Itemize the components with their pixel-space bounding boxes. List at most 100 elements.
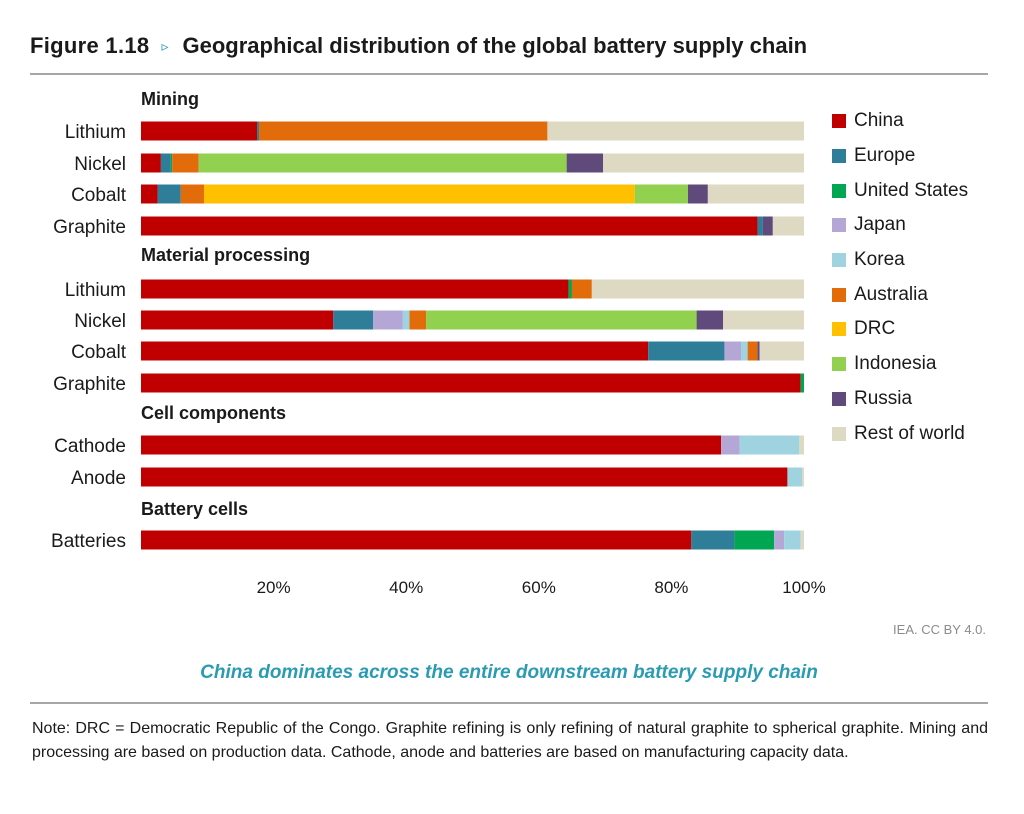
figure-number: Figure 1.18 [30, 33, 150, 58]
legend-label: United States [854, 179, 969, 201]
caption-divider [30, 702, 988, 704]
bar-material-processing-nickel-indonesia [426, 310, 697, 330]
bar-material-processing-nickel-japan [373, 310, 403, 330]
bar-material-processing-cobalt-russia [757, 341, 760, 361]
bar-battery-cells-batteries-rest-of-world [800, 530, 804, 550]
row-label-material-processing-graphite: Graphite [53, 374, 126, 395]
legend-label: Europe [854, 145, 916, 167]
legend-swatch [832, 114, 846, 129]
group-header-battery-cells: Battery cells [141, 499, 248, 519]
header-divider [30, 73, 988, 75]
bar-material-processing-nickel-china [141, 310, 334, 330]
bar-mining-cobalt-china [141, 184, 158, 204]
bar-material-processing-cobalt-korea [741, 341, 748, 361]
legend-item-rest-of-world: Rest of world [832, 416, 1012, 451]
row-label-mining-cobalt: Cobalt [71, 185, 127, 206]
legend-swatch [832, 253, 846, 268]
legend-swatch [832, 218, 846, 233]
figure-header: Figure 1.18 ▹ Geographical distribution … [30, 28, 990, 64]
legend-label: China [854, 110, 904, 132]
bar-material-processing-graphite-china [141, 373, 801, 393]
bar-battery-cells-batteries-united-states [734, 530, 775, 550]
figure-title: Geographical distribution of the global … [182, 33, 808, 58]
bar-cell-components-anode-china [141, 467, 788, 487]
bar-material-processing-lithium-australia [571, 279, 592, 299]
bar-mining-lithium-australia [259, 121, 548, 141]
bar-mining-cobalt-drc [203, 184, 635, 204]
bar-material-processing-cobalt-europe [648, 341, 725, 361]
bar-mining-nickel-europe [160, 153, 171, 173]
legend-item-drc: DRC [832, 312, 1012, 347]
bar-material-processing-cobalt-rest-of-world [759, 341, 804, 361]
bar-cell-components-cathode-china [141, 435, 722, 455]
legend-swatch [832, 287, 846, 302]
legend-label: Russia [854, 387, 913, 409]
legend-item-china: China [832, 104, 1012, 139]
bar-material-processing-nickel-australia [409, 310, 427, 330]
bar-battery-cells-batteries-japan [774, 530, 785, 550]
bar-material-processing-nickel-russia [696, 310, 724, 330]
legend-item-russia: Russia [832, 382, 1012, 417]
bar-mining-cobalt-russia [687, 184, 708, 204]
bar-mining-cobalt-indonesia [634, 184, 688, 204]
legend-label: Korea [854, 249, 905, 271]
bar-mining-nickel-indonesia [198, 153, 567, 173]
group-header-mining: Mining [141, 89, 199, 109]
legend-swatch [832, 426, 846, 441]
bar-mining-graphite-europe [757, 216, 763, 236]
legend-item-europe: Europe [832, 139, 1012, 174]
group-header-cell-components: Cell components [141, 403, 286, 423]
bar-mining-graphite-china [141, 216, 758, 236]
bar-material-processing-nickel-europe [333, 310, 374, 330]
chart-legend: China Europe United States Japan Korea Austra… [832, 104, 1012, 451]
legend-label: DRC [854, 318, 896, 340]
x-tick-label: 60% [522, 578, 556, 597]
bar-mining-nickel-united-states [170, 153, 173, 173]
legend-swatch [832, 391, 846, 406]
legend-swatch [832, 149, 846, 164]
source-credit: IEA. CC BY 4.0. [893, 622, 986, 637]
bar-cell-components-cathode-rest-of-world [799, 435, 804, 455]
bar-battery-cells-batteries-china [141, 530, 692, 550]
bar-mining-nickel-australia [172, 153, 199, 173]
bar-battery-cells-batteries-europe [691, 530, 735, 550]
row-label-mining-graphite: Graphite [53, 217, 126, 238]
legend-label: Indonesia [854, 353, 937, 375]
bar-material-processing-lithium-rest-of-world [591, 279, 804, 299]
legend-item-korea: Korea [832, 243, 1012, 278]
group-header-material-processing: Material processing [141, 245, 310, 265]
bar-material-processing-graphite-united-states [800, 373, 804, 393]
bar-battery-cells-batteries-korea [784, 530, 801, 550]
x-tick-label: 80% [654, 578, 688, 597]
bar-material-processing-cobalt-china [141, 341, 649, 361]
legend-label: Australia [854, 283, 928, 305]
bar-mining-lithium-china [141, 121, 258, 141]
legend-swatch [832, 322, 846, 337]
bar-cell-components-anode-rest-of-world [802, 467, 804, 487]
legend-item-indonesia: Indonesia [832, 347, 1012, 382]
bar-cell-components-anode-korea [787, 467, 803, 487]
bar-mining-cobalt-australia [180, 184, 204, 204]
legend-swatch [832, 357, 846, 372]
bar-material-processing-cobalt-japan [724, 341, 742, 361]
figure-note: Note: DRC = Democratic Republic of the C… [32, 720, 988, 761]
legend-item-japan: Japan [832, 208, 1012, 243]
bar-material-processing-lithium-china [141, 279, 569, 299]
x-tick-label: 40% [389, 578, 423, 597]
row-label-cell-components-cathode: Cathode [54, 436, 126, 457]
row-label-cell-components-anode: Anode [71, 468, 126, 489]
bar-material-processing-lithium-united-states [568, 279, 572, 299]
bar-cell-components-cathode-japan [721, 435, 740, 455]
stacked-bar-chart: Mining Lithium Nickel Cobalt Graphite Materia… [51, 89, 826, 597]
x-tick-label: 100% [782, 578, 825, 597]
row-label-mining-lithium: Lithium [65, 122, 126, 143]
row-label-material-processing-lithium: Lithium [65, 280, 126, 301]
bar-mining-nickel-china [141, 153, 161, 173]
bar-material-processing-nickel-korea [402, 310, 410, 330]
bar-cell-components-cathode-korea [739, 435, 800, 455]
bar-mining-cobalt-europe [157, 184, 181, 204]
bar-mining-lithium-europe [257, 121, 260, 141]
row-label-material-processing-nickel: Nickel [74, 311, 126, 332]
triangle-arrow-icon: ▹ [161, 37, 169, 54]
legend-item-australia: Australia [832, 277, 1012, 312]
